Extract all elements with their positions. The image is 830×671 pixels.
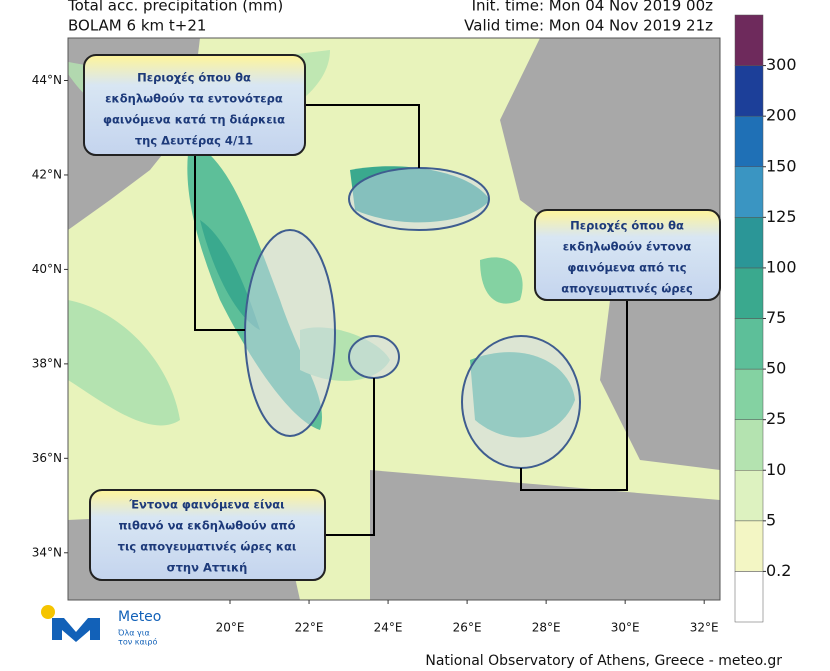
lat-label: 38°N <box>32 356 62 370</box>
callout-text: απογευματινές ώρες <box>561 282 693 296</box>
lat-label: 36°N <box>32 451 62 465</box>
title: Total acc. precipitation (mm) <box>67 0 283 15</box>
callout-text: φαινόμενα κατά τη διάρκεια <box>103 113 285 127</box>
colorbar-bin <box>734 520 764 572</box>
colorbar-label: 0.2 <box>766 561 791 580</box>
logo: Meteo Όλα για τον καιρό <box>41 605 161 647</box>
logo-name: Meteo <box>118 609 161 625</box>
lon-label: 28°E <box>532 621 561 635</box>
colorbar-label: 10 <box>766 460 786 479</box>
colorbar-label: 5 <box>766 510 776 529</box>
lon-label: 24°E <box>374 621 403 635</box>
colorbar-bin <box>734 368 764 420</box>
lat-label: 34°N <box>32 545 62 559</box>
logo-tagline: Όλα για <box>117 628 150 638</box>
callout-text: της Δευτέρας 4/11 <box>135 134 253 148</box>
init-time: Init. time: Mon 04 Nov 2019 00z <box>472 0 714 15</box>
colorbar-bin <box>734 217 764 269</box>
callout-text: Έντονα φαινόμενα είναι <box>128 498 284 512</box>
connectors <box>194 104 628 536</box>
colorbar-bin <box>734 571 764 623</box>
colorbar-label: 150 <box>766 156 797 175</box>
colorbar-label: 25 <box>766 409 786 428</box>
footer: National Observatory of Athens, Greece -… <box>425 653 782 669</box>
callout-text: εκδηλωθούν τα εντονότερα <box>105 92 283 106</box>
colorbar-label: 200 <box>766 106 797 125</box>
lat-label: 44°N <box>32 73 62 87</box>
callout-text: Περιοχές όπου θα <box>570 219 684 233</box>
colorbar-bin <box>734 115 764 167</box>
callout-text: φαινόμενα από τις <box>567 261 686 275</box>
callout-text: στην Αττική <box>167 561 248 575</box>
callout-text: πιθανό να εκδηλωθούν από <box>118 519 295 533</box>
callout-text: Περιοχές όπου θα <box>137 71 251 85</box>
lat-label: 40°N <box>32 262 62 276</box>
colorbar-bin <box>734 470 764 522</box>
lon-label: 30°E <box>611 621 640 635</box>
logo-tagline: τον καιρό <box>118 637 157 647</box>
colorbar-bin <box>734 267 764 319</box>
colorbar-bin <box>734 166 764 218</box>
highlight-ellipses <box>244 167 581 469</box>
colorbar-bin <box>734 318 764 370</box>
callout-text: εκδηλωθούν έντονα <box>563 240 692 254</box>
callout-2 <box>534 209 721 301</box>
colorbar-bin <box>734 65 764 117</box>
callout-text: τις απογευματινές ώρες και <box>118 540 297 554</box>
callout-3 <box>89 489 326 581</box>
callout-1 <box>83 54 306 156</box>
lat-label: 42°N <box>32 167 62 181</box>
lon-label: 20°E <box>216 621 245 635</box>
colorbar-label: 100 <box>766 257 797 276</box>
colorbar-bin <box>734 14 764 66</box>
colorbar-label: 125 <box>766 207 797 226</box>
lon-label: 26°E <box>453 621 482 635</box>
lon-label: 32°E <box>690 621 719 635</box>
lon-label: 22°E <box>295 621 324 635</box>
valid-time: Valid time: Mon 04 Nov 2019 21z <box>464 17 713 35</box>
colorbar-label: 300 <box>766 55 797 74</box>
colorbar-bin <box>734 419 764 471</box>
colorbar-label: 50 <box>766 359 786 378</box>
model: BOLAM 6 km t+21 <box>68 17 206 35</box>
colorbar-label: 75 <box>766 308 786 327</box>
